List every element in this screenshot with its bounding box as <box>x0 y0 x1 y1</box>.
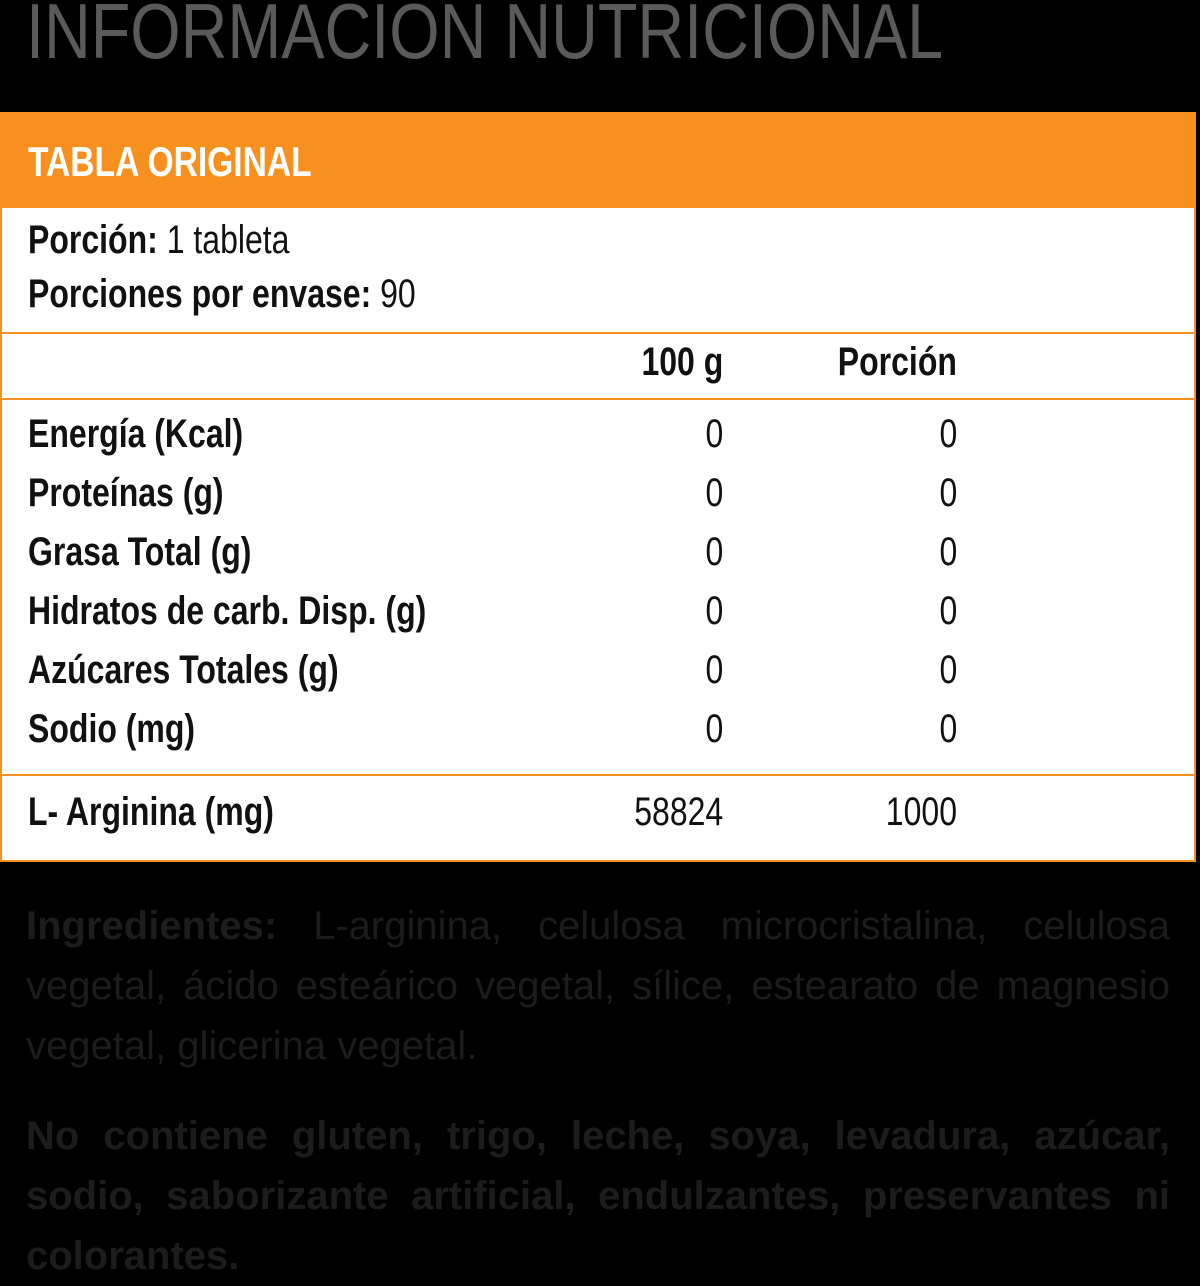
nutrition-table: TABLA ORIGINAL Porción: 1 tableta Porcio… <box>0 112 1196 862</box>
page-title: INFORMACIÓN NUTRICIONAL <box>26 0 944 75</box>
table-row-portion: 0 <box>939 412 957 456</box>
table-row-label: L- Arginina (mg) <box>28 790 274 834</box>
ingredients-text: Ingredientes: L-arginina, celulosa micro… <box>26 896 1170 1076</box>
ingredients-body: L-arginina, celulosa microcristalina, ce… <box>26 904 1170 1068</box>
table-row-label: Proteínas (g) <box>28 471 224 515</box>
table-row-portion: 0 <box>939 471 957 515</box>
column-header-portion: Porción <box>837 340 957 384</box>
table-row-portion: 0 <box>939 589 957 633</box>
table-row-label: Sodio (mg) <box>28 707 196 751</box>
table-row-100g: 0 <box>705 707 723 751</box>
table-row-portion: 0 <box>939 530 957 574</box>
serving-value: 1 tableta <box>166 218 290 262</box>
serving-line: Porción: 1 tableta <box>28 218 355 263</box>
table-row-100g: 58824 <box>634 790 723 834</box>
servings-value: 90 <box>380 272 416 316</box>
table-row-label: Azúcares Totales (g) <box>28 648 339 692</box>
column-header-100g: 100 g <box>641 340 723 384</box>
disclaimer-text: No contiene gluten, trigo, leche, soya, … <box>26 1114 1170 1278</box>
table-header: TABLA ORIGINAL <box>2 114 1194 208</box>
divider <box>2 774 1194 776</box>
table-row-100g: 0 <box>705 412 723 456</box>
table-row-label: Hidratos de carb. Disp. (g) <box>28 589 427 633</box>
table-row-100g: 0 <box>705 530 723 574</box>
table-heading: TABLA ORIGINAL <box>28 138 312 185</box>
serving-label: Porción: <box>28 218 158 262</box>
table-row-portion: 1000 <box>885 790 957 834</box>
table-row-label: Energía (Kcal) <box>28 412 244 456</box>
divider <box>2 398 1194 400</box>
table-row-portion: 0 <box>939 707 957 751</box>
divider <box>2 332 1194 334</box>
table-row-label: Grasa Total (g) <box>28 530 252 574</box>
table-row-100g: 0 <box>705 648 723 692</box>
table-row-100g: 0 <box>705 589 723 633</box>
servings-line: Porciones por envase: 90 <box>28 272 513 317</box>
table-row-100g: 0 <box>705 471 723 515</box>
ingredients-label: Ingredientes: <box>26 904 278 948</box>
servings-label: Porciones por envase: <box>28 272 372 316</box>
table-row-portion: 0 <box>939 648 957 692</box>
